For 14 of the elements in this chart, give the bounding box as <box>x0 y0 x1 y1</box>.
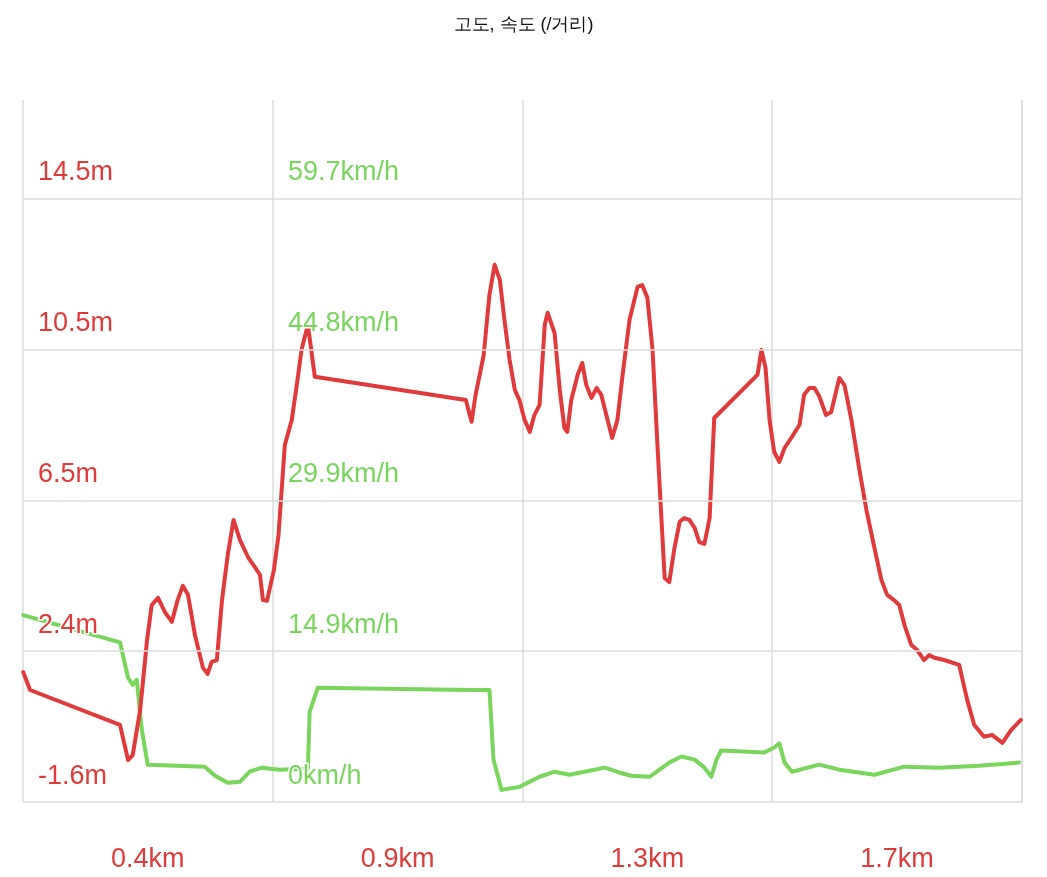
chart-title: 고도, 속도 (/거리) <box>453 14 594 34</box>
y2-tick-label: 59.7km/h <box>288 156 400 187</box>
y-tick-label: 6.5m <box>38 457 99 488</box>
y2-tick-label: 29.9km/h <box>288 457 400 488</box>
x-tick-label: 0.9km <box>360 842 435 873</box>
x-tick-label: 0.4km <box>111 842 185 873</box>
y-tick-label: 10.5m <box>38 307 114 338</box>
y2-tick-label: 0km/h <box>288 759 362 790</box>
y-tick-label: -1.6m <box>38 759 108 790</box>
y2-tick-label: 14.9km/h <box>288 608 400 639</box>
x-tick-label: 1.3km <box>610 842 685 873</box>
x-tick-label: 1.7km <box>860 842 934 873</box>
y-tick-label: 14.5m <box>38 156 114 187</box>
y2-tick-label: 44.8km/h <box>288 307 400 338</box>
